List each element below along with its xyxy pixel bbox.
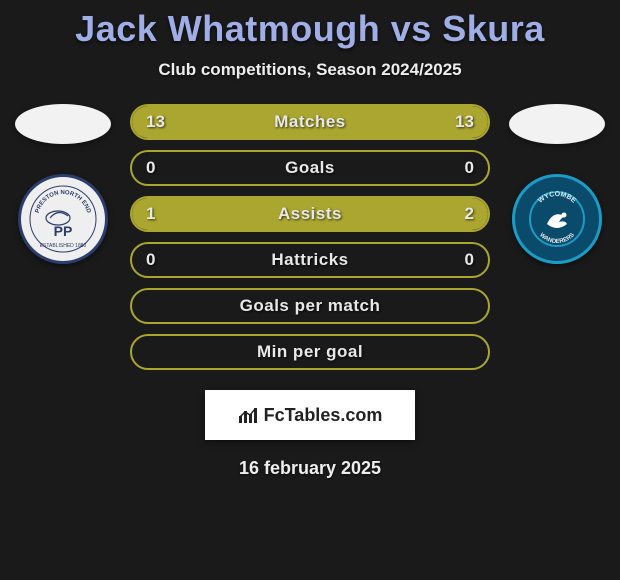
preston-crest-icon: PRESTON NORTH END PP ESTABLISHED 1880	[28, 184, 98, 254]
player-photo-left	[15, 104, 111, 144]
page-title: Jack Whatmough vs Skura	[0, 0, 620, 50]
svg-text:PP: PP	[54, 223, 73, 239]
stat-row: 0 0 Goals	[130, 150, 490, 186]
stat-row: 13 13 Matches	[130, 104, 490, 140]
stat-label: Min per goal	[257, 342, 363, 362]
stat-value-left: 0	[146, 250, 155, 270]
svg-text:ESTABLISHED 1880: ESTABLISHED 1880	[40, 243, 87, 249]
stat-label: Assists	[278, 204, 342, 224]
bar-chart-icon	[238, 406, 260, 424]
stat-value-left: 1	[146, 204, 155, 224]
stat-value-left: 0	[146, 158, 155, 178]
club-crest-right: WYCOMBE WANDERERS	[512, 174, 602, 264]
stat-label: Goals	[285, 158, 335, 178]
wycombe-crest-icon: WYCOMBE WANDERERS	[522, 184, 592, 254]
stat-value-right: 13	[455, 112, 474, 132]
subtitle: Club competitions, Season 2024/2025	[0, 60, 620, 80]
brand-box: FcTables.com	[205, 390, 415, 440]
stat-value-right: 2	[465, 204, 474, 224]
brand-label: FcTables.com	[238, 405, 383, 426]
stats-panel: 13 13 Matches 0 0 Goals 1 2 Assists 0 0 Hattricks Go…	[118, 104, 502, 380]
stat-row: 0 0 Hattricks	[130, 242, 490, 278]
brand-text: FcTables.com	[264, 405, 383, 426]
left-side: PRESTON NORTH END PP ESTABLISHED 1880	[8, 104, 118, 380]
stat-row: Goals per match	[130, 288, 490, 324]
club-crest-left: PRESTON NORTH END PP ESTABLISHED 1880	[18, 174, 108, 264]
right-side: WYCOMBE WANDERERS	[502, 104, 612, 380]
stat-row: 1 2 Assists	[130, 196, 490, 232]
stat-label: Hattricks	[271, 250, 348, 270]
stat-label: Goals per match	[240, 296, 381, 316]
date-label: 16 february 2025	[0, 458, 620, 479]
stat-value-left: 13	[146, 112, 165, 132]
stat-value-right: 0	[465, 158, 474, 178]
stat-label: Matches	[274, 112, 346, 132]
main-layout: PRESTON NORTH END PP ESTABLISHED 1880 13…	[0, 104, 620, 380]
stat-row: Min per goal	[130, 334, 490, 370]
player-photo-right	[509, 104, 605, 144]
stat-value-right: 0	[465, 250, 474, 270]
